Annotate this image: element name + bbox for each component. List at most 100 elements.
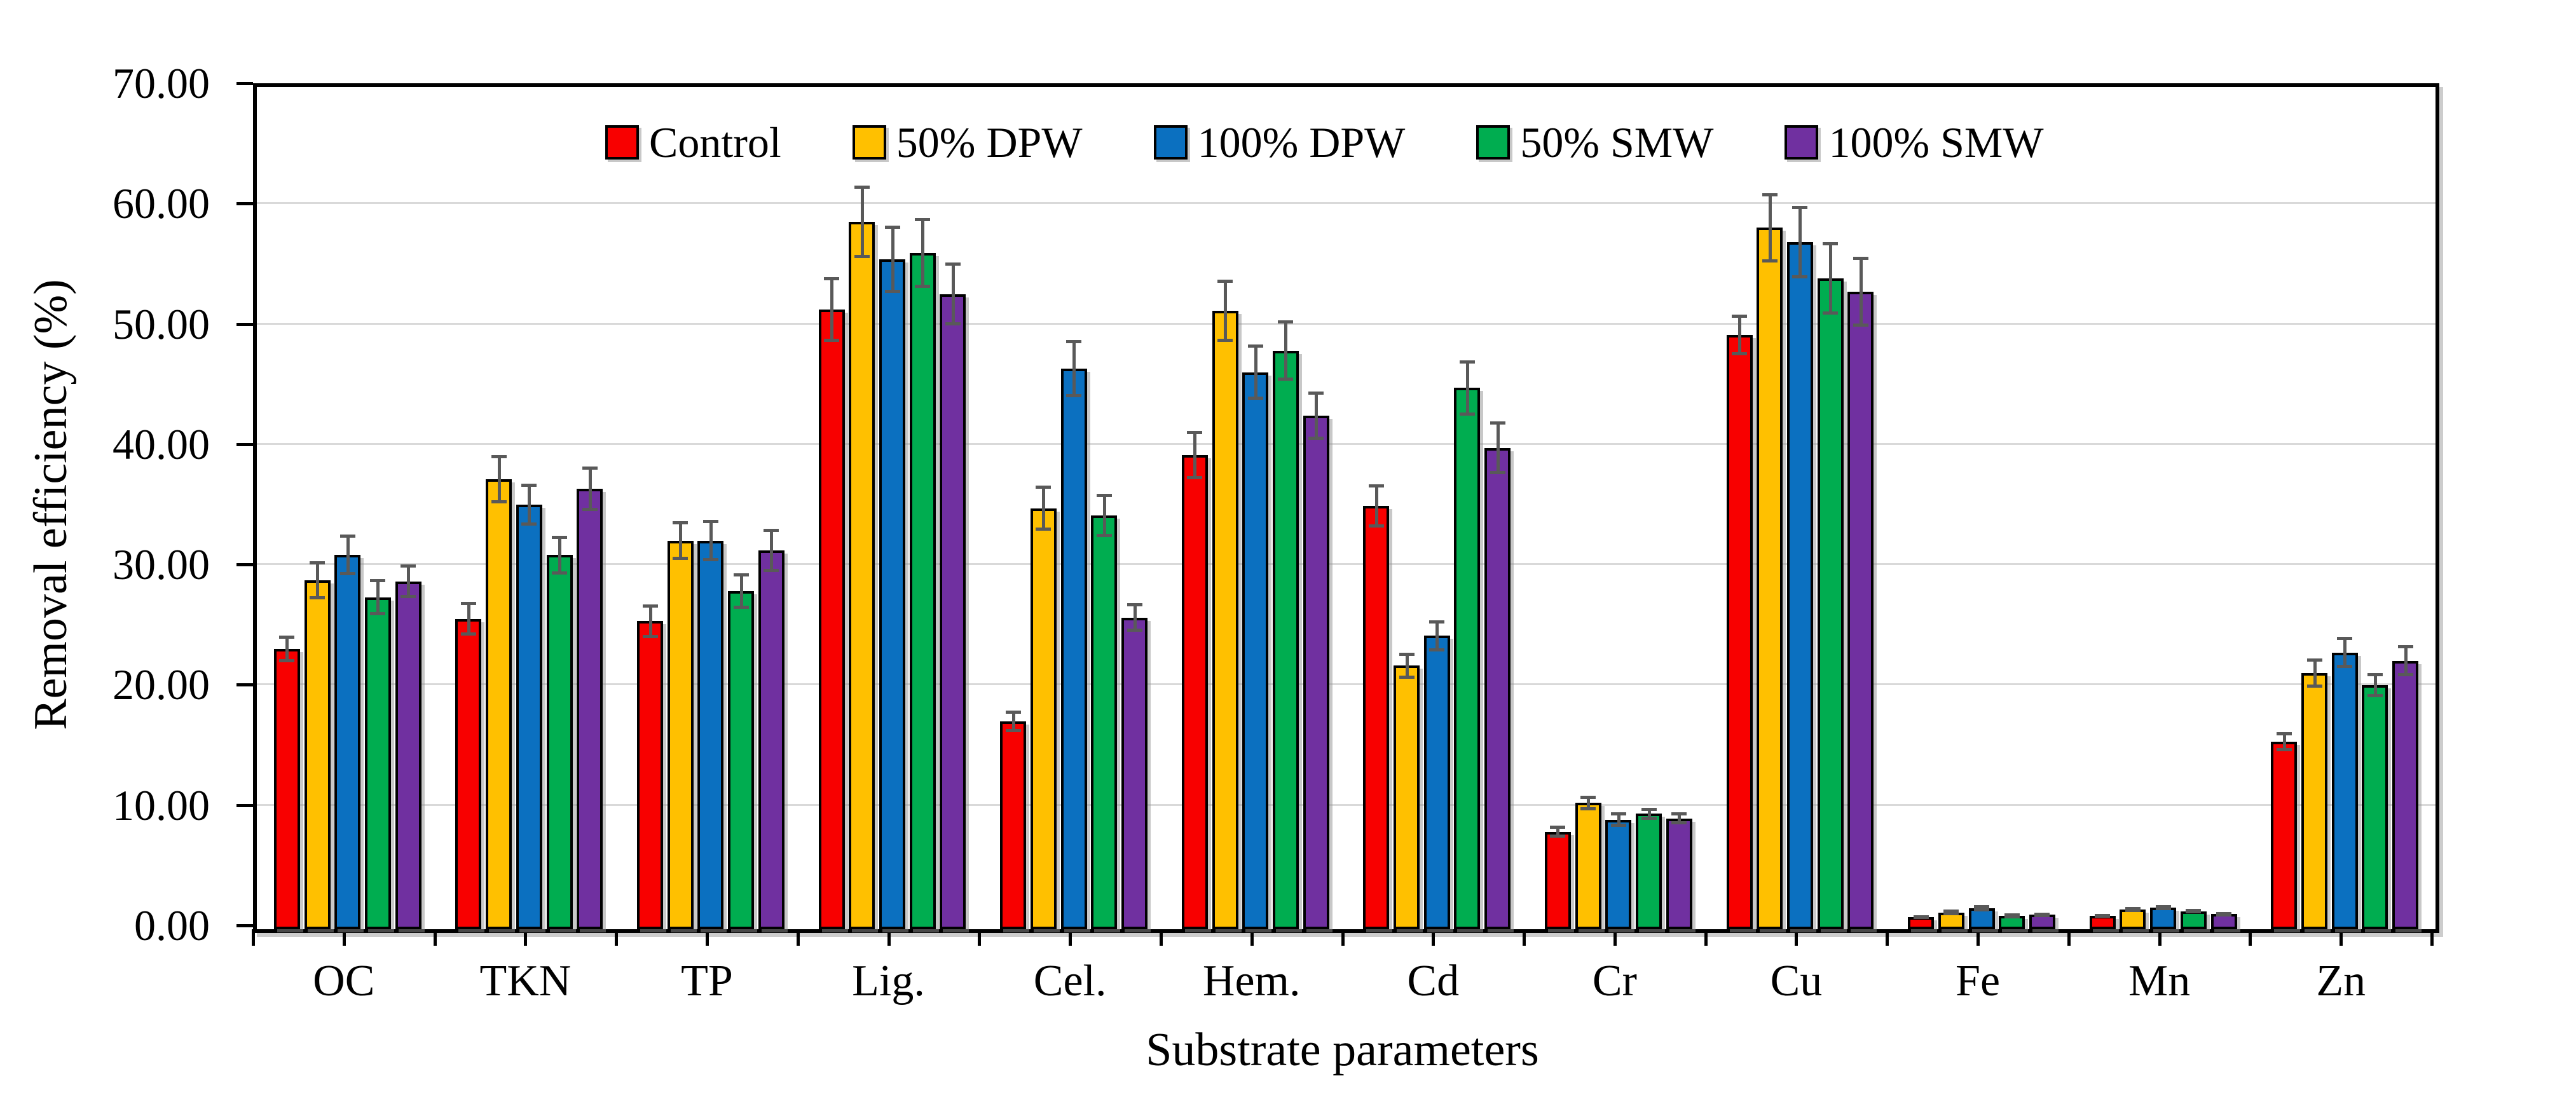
- legend-item-Control: Control: [605, 118, 781, 167]
- error-bar: [2186, 908, 2202, 914]
- legend-swatch: [1476, 125, 1511, 160]
- bar-Zn-50SMW: [2362, 685, 2388, 929]
- error-bar-cap-bottom: [582, 508, 598, 512]
- error-bar: [1974, 905, 1990, 911]
- x-axis-tick: [615, 929, 619, 946]
- error-bar-cap-top: [1671, 812, 1687, 816]
- error-bar-line: [1496, 421, 1500, 475]
- error-bar-line: [770, 528, 774, 572]
- bar-Cu-50SMW: [1817, 278, 1844, 929]
- bar-Cel-100DPW: [1060, 368, 1087, 929]
- error-bar: [1308, 391, 1324, 440]
- error-bar-line: [891, 225, 894, 293]
- error-bar: [1036, 485, 1052, 531]
- error-bar-cap-bottom: [401, 595, 416, 599]
- error-bar-cap-bottom: [1187, 476, 1203, 480]
- bar-Lig-50DPW: [849, 222, 875, 929]
- error-bar-cap-bottom: [1641, 816, 1657, 820]
- error-bar-line: [1647, 807, 1651, 820]
- bar-TP-Control: [637, 621, 664, 929]
- error-bar-cap-top: [1459, 360, 1475, 364]
- bar-Lig-50SMW: [909, 253, 936, 929]
- error-bar-line: [1284, 320, 1288, 381]
- error-bar-cap-bottom: [2397, 673, 2413, 677]
- error-bar-cap-top: [2397, 645, 2413, 649]
- error-bar-cap-bottom: [2095, 915, 2111, 918]
- error-bar: [1671, 812, 1687, 825]
- error-bar-cap-bottom: [1823, 311, 1839, 315]
- legend-swatch: [605, 125, 639, 160]
- bar-Mn-50DPW: [2120, 909, 2146, 929]
- bar-Hem-100DPW: [1242, 372, 1269, 929]
- x-axis-tick: [2158, 929, 2162, 946]
- y-tick-label: 40.00: [113, 419, 210, 468]
- error-bar-cap-bottom: [1943, 912, 1959, 916]
- bar-Cr-50DPW: [1575, 803, 1601, 929]
- error-bar: [460, 602, 476, 636]
- error-bar-cap-bottom: [310, 596, 325, 600]
- category-label: Hem.: [1202, 957, 1301, 1005]
- category-label: Cd: [1407, 957, 1460, 1005]
- error-bar: [491, 455, 507, 503]
- error-bar-cap-bottom: [884, 289, 900, 293]
- bar-Zn-100DPW: [2331, 652, 2358, 929]
- error-bar: [1580, 795, 1596, 810]
- error-bar-cap-top: [339, 535, 355, 538]
- error-bar-line: [951, 262, 955, 325]
- error-bar-cap-top: [1368, 484, 1384, 487]
- error-bar-cap-top: [2155, 905, 2171, 909]
- error-bar-cap-bottom: [552, 571, 568, 575]
- bar-Fe-100DPW: [1968, 908, 1995, 929]
- bar-Mn-Control: [2089, 916, 2116, 929]
- error-bar-line: [2373, 672, 2377, 697]
- error-bar: [521, 483, 537, 526]
- error-bar-cap-bottom: [945, 322, 961, 325]
- gridline: [257, 202, 2436, 205]
- gridline: [257, 322, 2436, 325]
- error-bar-cap-bottom: [1036, 528, 1052, 531]
- legend-label: 100% DPW: [1197, 118, 1406, 167]
- error-bar-line: [1829, 242, 1833, 315]
- error-bar: [1459, 360, 1475, 416]
- category-label: Zn: [2316, 957, 2366, 1005]
- error-bar-cap-bottom: [1792, 275, 1808, 278]
- error-bar: [2216, 912, 2232, 917]
- error-bar: [279, 636, 295, 662]
- error-bar: [1127, 603, 1142, 632]
- error-bar: [310, 561, 325, 600]
- error-bar-cap-bottom: [1278, 377, 1294, 381]
- legend-swatch: [1153, 125, 1188, 160]
- error-bar-cap-bottom: [1490, 471, 1505, 475]
- bar-Cd-100SMW: [1484, 447, 1511, 929]
- error-bar: [1217, 279, 1233, 343]
- error-bar-cap-top: [552, 536, 568, 540]
- error-bar-cap-bottom: [1732, 352, 1748, 356]
- error-bar-cap-bottom: [460, 632, 476, 636]
- category-label: Cel.: [1033, 957, 1107, 1005]
- bar-Cd-100DPW: [1423, 636, 1450, 929]
- error-bar-cap-top: [2306, 658, 2322, 662]
- error-bar-cap-bottom: [1762, 259, 1778, 263]
- y-axis-tick: [236, 442, 253, 446]
- bar-Hem-50SMW: [1272, 350, 1299, 929]
- error-bar-cap-bottom: [2125, 908, 2141, 912]
- category-label: Mn: [2128, 957, 2191, 1005]
- category-label: TKN: [479, 957, 572, 1005]
- error-bar: [1399, 652, 1415, 679]
- error-bar-cap-top: [1641, 807, 1657, 811]
- error-bar: [1762, 193, 1778, 263]
- error-bar-cap-top: [2367, 672, 2383, 676]
- error-bar: [1732, 314, 1748, 356]
- error-bar-cap-bottom: [2034, 914, 2050, 918]
- legend: Control 50% DPW 100% DPW 50% SMW 100% SMW: [605, 118, 2044, 167]
- error-bar: [1943, 909, 1959, 916]
- bar-TP-100SMW: [758, 550, 784, 929]
- y-tick-label: 10.00: [113, 780, 210, 829]
- error-bar-line: [467, 602, 470, 636]
- y-tick-label: 30.00: [113, 540, 210, 589]
- error-bar-cap-bottom: [1217, 339, 1233, 343]
- x-axis-tick: [2340, 929, 2343, 946]
- error-bar-line: [679, 521, 683, 560]
- error-bar-cap-bottom: [1066, 394, 1082, 398]
- error-bar-line: [1556, 826, 1560, 838]
